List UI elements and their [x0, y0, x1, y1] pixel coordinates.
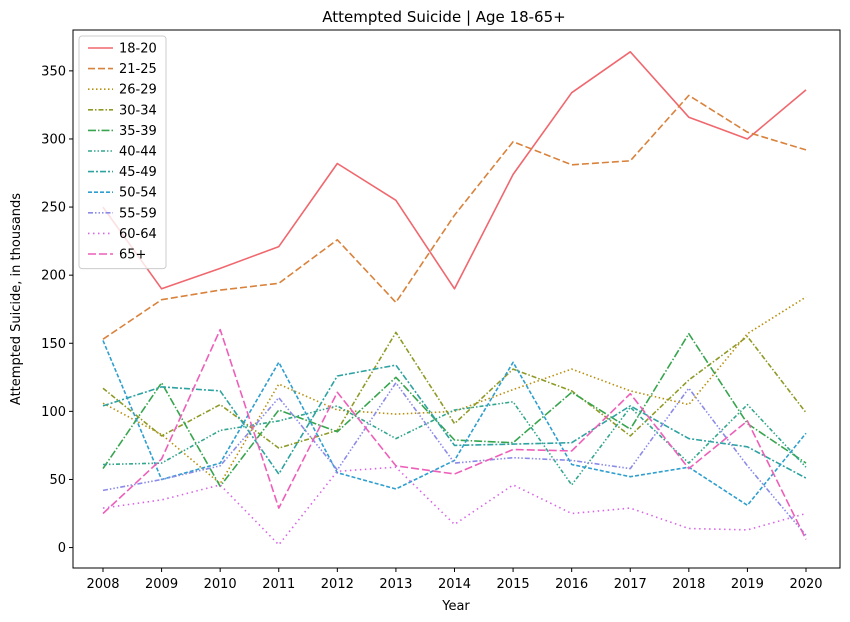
x-axis-label: Year	[441, 599, 470, 614]
legend-label: 65+	[119, 248, 146, 263]
plot-frame	[72, 29, 841, 569]
y-axis: 0 50 100 150 200 250 300 350	[41, 64, 73, 556]
legend-label: 60-64	[119, 227, 157, 242]
chart-title: Attempted Suicide | Age 18-65+	[322, 8, 565, 26]
x-tick-label: 2008	[86, 577, 119, 592]
legend-label: 55-59	[119, 206, 157, 221]
series-lines	[102, 50, 807, 546]
y-axis-label: Attempted Suicide, in thousands	[9, 193, 24, 405]
y-tick-label: 50	[49, 473, 66, 488]
series-line-21-25	[102, 94, 807, 340]
x-tick-label: 2010	[204, 577, 237, 592]
legend-label: 50-54	[119, 186, 157, 201]
y-tick-label: 200	[41, 269, 66, 284]
x-tick-label: 2014	[438, 577, 471, 592]
x-tick-label: 2012	[321, 577, 354, 592]
x-tick-label: 2011	[262, 577, 295, 592]
y-tick-label: 150	[41, 337, 66, 352]
x-tick-label: 2019	[731, 577, 764, 592]
legend: 18-20 21-25 26-29 30-34 35-39 40-44 45-49 50-54…	[78, 35, 167, 270]
x-tick-label: 2017	[614, 577, 647, 592]
x-tick-label: 2016	[555, 577, 588, 592]
series-line-55-59	[102, 381, 807, 536]
series-line-60-64	[102, 466, 807, 546]
x-tick-label: 2015	[497, 577, 530, 592]
legend-label: 35-39	[119, 124, 157, 139]
legend-box	[78, 35, 167, 270]
series-line-35-39	[102, 332, 807, 488]
legend-label: 18-20	[119, 42, 157, 57]
series-line-18-20	[102, 50, 807, 290]
x-tick-label: 2020	[789, 577, 822, 592]
legend-label: 30-34	[119, 103, 157, 118]
x-tick-label: 2009	[145, 577, 178, 592]
y-tick-label: 350	[41, 64, 66, 79]
legend-label: 26-29	[119, 83, 157, 98]
x-axis: 2008 2009 2010 2011 2012 2013 2014 2015 2016 2017…	[86, 568, 823, 592]
legend-label: 45-49	[119, 165, 157, 180]
y-tick-label: 0	[58, 541, 66, 556]
series-line-45-49	[102, 364, 807, 479]
series-line-50-54	[102, 340, 807, 507]
x-tick-label: 2013	[379, 577, 412, 592]
series-line-40-44	[102, 400, 807, 486]
legend-label: 40-44	[119, 145, 157, 160]
y-tick-label: 300	[41, 132, 66, 147]
legend-label: 21-25	[119, 62, 157, 77]
x-tick-label: 2018	[672, 577, 705, 592]
y-tick-label: 100	[41, 405, 66, 420]
series-line-65plus	[102, 328, 807, 540]
y-tick-label: 250	[41, 201, 66, 216]
